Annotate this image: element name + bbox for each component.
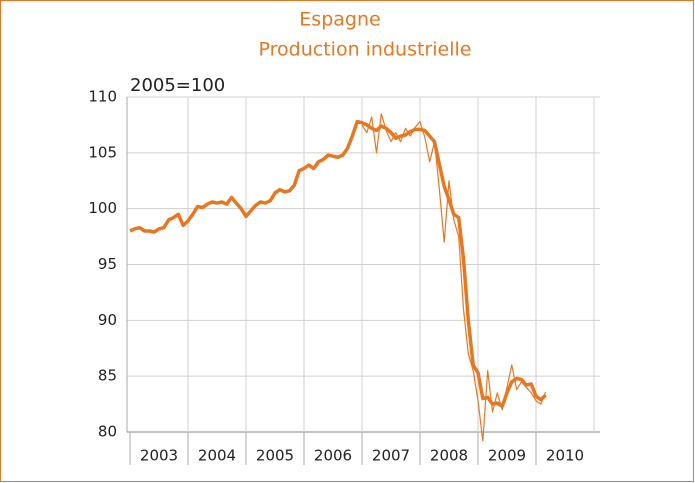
x-tick-label: 2009 [488,447,526,465]
y-tick-label: 110 [88,88,117,106]
y-tick-label: 85 [98,367,117,385]
x-tick-label: 2005 [256,447,294,465]
chart-title: Espagne [299,9,380,31]
chart-subtitle: Production industrielle [259,39,472,61]
x-tick-label: 2007 [372,447,410,465]
x-tick-label: 2003 [140,447,178,465]
x-tick-label: 2006 [314,447,352,465]
y-tick-label: 100 [88,199,117,217]
series-line [361,113,547,442]
y-tick-label: 90 [98,311,117,329]
y-tick-label: 95 [98,255,117,273]
x-tick-label: 2010 [546,447,584,465]
y-tick-label: 80 [98,423,117,441]
y-axis-label: 2005=100 [130,75,225,96]
x-tick-label: 2004 [198,447,236,465]
x-tick-label: 2008 [430,447,468,465]
series-line [129,119,547,409]
y-tick-label: 105 [88,143,117,161]
